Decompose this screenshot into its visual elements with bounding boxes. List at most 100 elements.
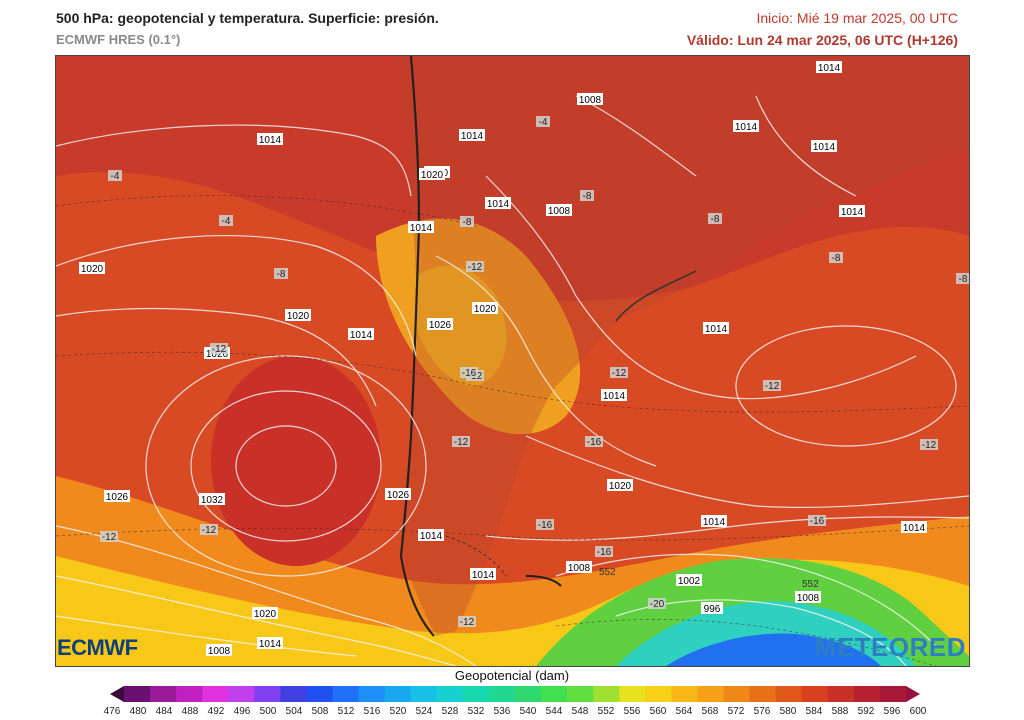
temp-label: -12: [100, 531, 118, 543]
valid-time: Válido: Lun 24 mar 2025, 06 UTC (H+126): [686, 32, 958, 48]
temp-label: -12: [200, 524, 218, 536]
temp-label: -8: [956, 273, 969, 285]
svg-text:-20: -20: [650, 599, 665, 610]
temp-label: -16: [536, 519, 554, 531]
svg-text:-8: -8: [463, 217, 472, 228]
field-andes-yellow: [416, 265, 507, 386]
colorbar-segment: [384, 686, 412, 702]
colorbar-tick-label: 488: [181, 706, 199, 717]
temp-label: -16: [585, 436, 603, 448]
isobar-label: 1026: [427, 318, 453, 331]
colorbar-tick-label: 600: [909, 706, 927, 717]
svg-text:-8: -8: [832, 253, 841, 264]
svg-text:1014: 1014: [259, 135, 282, 146]
colorbar-tick-label: 592: [857, 706, 875, 717]
svg-text:-12: -12: [454, 437, 469, 448]
isobar-label: 1002: [676, 574, 702, 587]
temp-label: -12: [920, 439, 938, 451]
colorbar-segment: [723, 686, 751, 702]
field-trough-blue: [666, 633, 881, 666]
svg-text:-12: -12: [212, 344, 227, 355]
isobar-label: 1014: [816, 61, 842, 74]
temp-label: -12: [210, 343, 228, 355]
svg-text:1032: 1032: [201, 495, 224, 506]
colorbar-segment: [202, 686, 229, 702]
temp-label: -16: [808, 515, 826, 527]
colorbar-tick-label: 536: [493, 706, 511, 717]
header-title: 500 hPa: geopotencial y temperatura. Sup…: [56, 10, 439, 26]
svg-text:1014: 1014: [461, 131, 484, 142]
svg-text:1014: 1014: [410, 223, 433, 234]
colorbar-segment: [280, 686, 307, 702]
colorbar-segment: [827, 686, 855, 702]
svg-text:1014: 1014: [813, 142, 836, 153]
svg-text:-12: -12: [202, 525, 217, 536]
weather-map[interactable]: 1014 1014 1020 1020 1020 1026 1032 1026 …: [55, 55, 970, 667]
colorbar-segment: [306, 686, 334, 702]
temp-label: -16: [595, 546, 613, 558]
svg-text:1014: 1014: [487, 199, 510, 210]
isobar-label: 1014: [485, 197, 511, 210]
temp-label: -12: [610, 367, 628, 379]
isobar-label: 1020: [285, 309, 311, 322]
isobar-label: 996: [701, 602, 723, 615]
colorbar-segment: [567, 686, 594, 702]
colorbar-tick-label: 504: [285, 706, 303, 717]
svg-text:1014: 1014: [703, 517, 726, 528]
colorbar-segment: [488, 686, 516, 702]
svg-text:1008: 1008: [797, 593, 820, 604]
svg-text:1020: 1020: [421, 170, 444, 181]
svg-text:-16: -16: [462, 368, 477, 379]
colorbar-tick-label: 548: [571, 706, 589, 717]
colorbar-segment: [228, 686, 255, 702]
meteored-logo: METEORED: [814, 632, 966, 662]
colorbar-segment: [462, 686, 490, 702]
isobar-label: 1014: [839, 205, 865, 218]
colorbar-segment: [254, 686, 281, 702]
isobar-label: 1014: [811, 140, 837, 153]
isobar-label: 1014: [257, 133, 283, 146]
svg-text:-16: -16: [587, 437, 602, 448]
svg-text:1020: 1020: [474, 304, 497, 315]
colorbar-segment: [879, 686, 907, 702]
colorbar-segment: [749, 686, 777, 702]
svg-text:1014: 1014: [818, 63, 841, 74]
isobar-label: 1014: [408, 221, 434, 234]
colorbar-tick-label: 476: [103, 706, 121, 717]
svg-text:1014: 1014: [420, 531, 443, 542]
colorbar-tick-label: 560: [649, 706, 667, 717]
colorbar-max-arrow: [906, 686, 920, 702]
svg-text:1026: 1026: [387, 490, 410, 501]
colorbar-tick-label: 584: [805, 706, 823, 717]
colorbar-tick-label: 512: [337, 706, 355, 717]
map-canvas: 1014 1014 1020 1020 1020 1026 1032 1026 …: [56, 56, 969, 666]
contour-label: 552: [802, 579, 819, 590]
svg-text:-4: -4: [222, 216, 231, 227]
svg-text:-12: -12: [468, 262, 483, 273]
svg-text:1014: 1014: [735, 122, 758, 133]
isobar-label: 1032: [199, 493, 225, 506]
colorbar-tick-label: 580: [779, 706, 797, 717]
svg-text:1014: 1014: [705, 324, 728, 335]
init-time: Inicio: Mié 19 mar 2025, 00 UTC: [756, 10, 958, 26]
colorbar-tick-label: 544: [545, 706, 563, 717]
model-label: ECMWF HRES (0.1°): [56, 32, 181, 47]
colorbar-segment: [619, 686, 646, 702]
svg-text:1014: 1014: [472, 570, 495, 581]
colorbar-tick-label: 556: [623, 706, 641, 717]
temp-label: -12: [452, 436, 470, 448]
temp-label: -8: [580, 190, 594, 202]
colorbar-segment: [541, 686, 568, 702]
colorbar-tick-label: 532: [467, 706, 485, 717]
colorbar-tick-label: 528: [441, 706, 459, 717]
isobar-label: 1008: [566, 561, 592, 574]
svg-text:1008: 1008: [568, 563, 591, 574]
isobar-label: 1014: [901, 521, 927, 534]
svg-text:1026: 1026: [106, 492, 129, 503]
colorbar-segment: [332, 686, 360, 702]
falkland-outline: [525, 575, 562, 587]
colorbar-segment: [150, 686, 177, 702]
svg-text:1014: 1014: [603, 391, 626, 402]
isobar-label: 1008: [577, 93, 603, 106]
colorbar-tick-label: 516: [363, 706, 381, 717]
